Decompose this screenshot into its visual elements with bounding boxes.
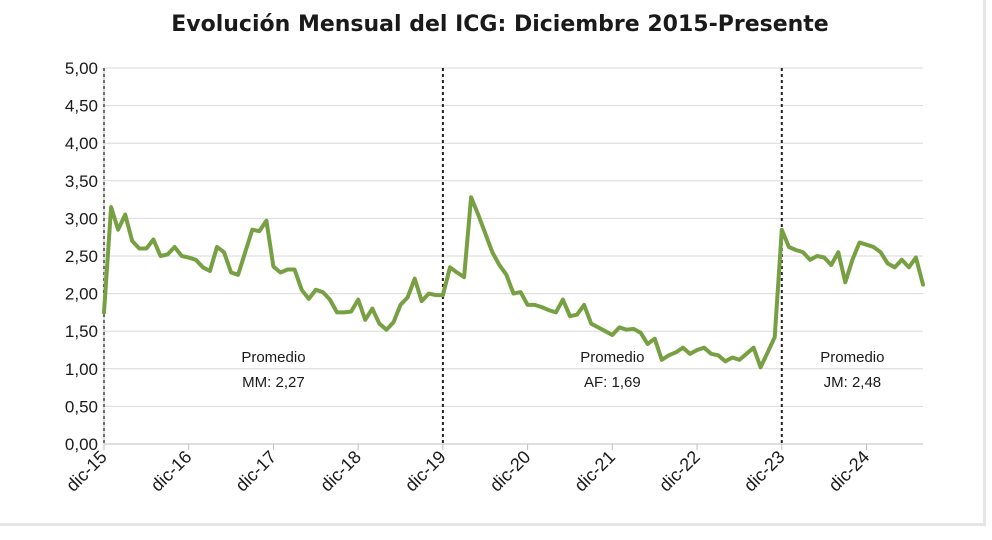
chart-frame [0, 0, 986, 526]
x-tick-label: dic-21 [570, 447, 619, 496]
annotation-value: JM: 2,48 [824, 374, 882, 391]
x-tick-label: dic-20 [486, 447, 535, 496]
x-tick-label: dic-16 [147, 447, 196, 496]
y-tick-label: 4,00 [65, 134, 98, 153]
annotation-value: AF: 1,69 [584, 374, 641, 391]
y-axis-ticks: 0,00 0,50 1,00 1,50 2,00 2,50 3,00 3,50 4,00 4,50… [65, 59, 98, 454]
y-tick-label: 3,00 [65, 209, 98, 228]
x-tick-label: dic-17 [231, 447, 280, 496]
period-annotations: Promedio MM: 2,27 Promedio AF: 1,69 Promedio… [241, 349, 884, 391]
axes [103, 68, 923, 445]
annotation-value: MM: 2,27 [242, 374, 305, 391]
y-tick-label: 4,50 [65, 97, 98, 116]
gridlines [104, 67, 923, 407]
x-tick-label: dic-22 [655, 447, 704, 496]
series-lines [102, 195, 925, 370]
y-tick-label: 0,50 [65, 397, 98, 416]
x-tick-label: dic-23 [740, 447, 789, 496]
y-tick-label: 1,00 [65, 360, 98, 379]
annotation-label: Promedio [820, 349, 884, 366]
chart-title: Evolución Mensual del ICG: Diciembre 201… [171, 12, 829, 37]
y-tick-label: 1,50 [65, 322, 98, 341]
annotation-label: Promedio [241, 349, 305, 366]
annotation-label: Promedio [580, 349, 644, 366]
y-tick-label: 2,50 [65, 247, 98, 266]
y-tick-label: 5,00 [65, 59, 98, 78]
y-tick-label: 3,50 [65, 172, 98, 191]
x-tick-label: dic-19 [401, 447, 450, 496]
y-tick-label: 0,00 [65, 435, 98, 454]
series-line [102, 195, 925, 370]
x-tick-label: dic-24 [825, 447, 874, 496]
x-axis-ticks: dic-15 dic-16 dic-17 dic-18 dic-19 dic-20 dic-… [62, 444, 873, 495]
y-tick-label: 2,00 [65, 285, 98, 304]
x-tick-label: dic-15 [62, 447, 111, 496]
x-tick-label: dic-18 [316, 447, 365, 496]
